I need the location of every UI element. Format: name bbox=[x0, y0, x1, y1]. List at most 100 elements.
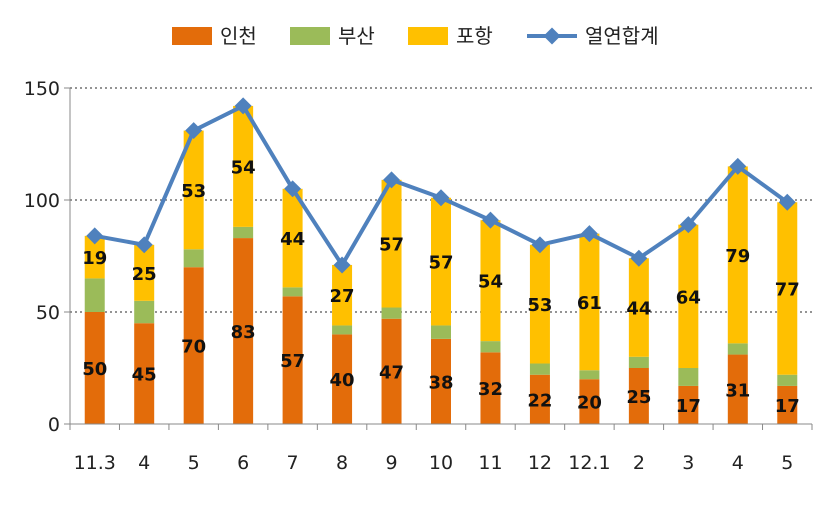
data-label: 57 bbox=[379, 235, 404, 256]
bar-segment bbox=[529, 363, 550, 375]
bar-segment bbox=[233, 105, 254, 227]
bar-segment bbox=[480, 352, 501, 424]
total-line bbox=[86, 97, 796, 274]
line-point-marker bbox=[86, 227, 104, 245]
legend-label: 포항 bbox=[456, 24, 493, 48]
data-label: 70 bbox=[181, 337, 206, 358]
data-label: 25 bbox=[626, 387, 651, 408]
bar-segment bbox=[381, 307, 402, 319]
bar-segment bbox=[480, 220, 501, 342]
x-tick-label: 4 bbox=[732, 452, 744, 474]
data-label: 83 bbox=[231, 322, 256, 343]
bar-segment bbox=[134, 244, 155, 301]
data-labels: 50 19 45 25 70 53 83 54 57 44 40 27 47 57 38 57 32 54 22 53… bbox=[82, 157, 800, 417]
data-label: 44 bbox=[626, 299, 651, 320]
x-tick-label: 10 bbox=[429, 452, 453, 474]
bar-segment bbox=[381, 179, 402, 308]
data-label: 25 bbox=[132, 264, 157, 285]
x-tick-label: 2 bbox=[633, 452, 645, 474]
line-point-marker bbox=[630, 249, 648, 267]
line-point-marker bbox=[481, 211, 499, 229]
data-label: 17 bbox=[676, 396, 701, 417]
line-point-marker bbox=[580, 225, 598, 243]
bar-segment bbox=[777, 202, 798, 375]
data-label: 22 bbox=[527, 390, 552, 411]
data-label: 45 bbox=[132, 365, 157, 386]
data-label: 47 bbox=[379, 362, 404, 383]
bar-segment bbox=[183, 267, 204, 424]
legend-label: 열연합계 bbox=[585, 24, 659, 48]
data-label: 79 bbox=[725, 246, 750, 267]
bar-segment bbox=[727, 166, 748, 344]
bar-segment bbox=[233, 226, 254, 239]
data-label: 40 bbox=[330, 370, 355, 391]
y-axis: 0 50 100 150 bbox=[24, 78, 71, 436]
data-label: 54 bbox=[478, 272, 503, 293]
data-label: 53 bbox=[527, 295, 552, 316]
bar-segment bbox=[777, 374, 798, 386]
line-point-marker bbox=[729, 157, 747, 175]
x-tick-label: 5 bbox=[781, 452, 793, 474]
line-point-marker bbox=[778, 193, 796, 211]
x-tick-label: 3 bbox=[682, 452, 694, 474]
bar-segment bbox=[628, 258, 649, 357]
bar-segment bbox=[134, 300, 155, 324]
bar-segment bbox=[480, 341, 501, 353]
line-point-marker bbox=[432, 189, 450, 207]
x-tick-label: 9 bbox=[385, 452, 397, 474]
data-label: 20 bbox=[577, 393, 602, 414]
x-tick-label: 7 bbox=[287, 452, 299, 474]
bar-segment bbox=[183, 249, 204, 268]
line-point-marker bbox=[333, 256, 351, 274]
bar-segment bbox=[529, 244, 550, 364]
bar-segment bbox=[727, 354, 748, 424]
x-tick-label: 11.3 bbox=[74, 452, 116, 474]
bar-segment bbox=[529, 374, 550, 424]
bar-segment bbox=[431, 197, 451, 326]
data-label: 17 bbox=[775, 396, 800, 417]
data-label: 27 bbox=[330, 286, 355, 307]
bar-segment bbox=[282, 188, 303, 288]
legend-swatch bbox=[408, 27, 448, 45]
legend-diamond-marker bbox=[543, 27, 561, 45]
bar-segment bbox=[134, 323, 155, 424]
bar-segment bbox=[183, 130, 204, 250]
x-axis: 11.3 4 5 6 7 8 9 10 11 12 12.1 2 3 4 5 bbox=[69, 423, 813, 474]
line-point-marker bbox=[679, 216, 697, 234]
bar-segment bbox=[727, 343, 748, 355]
x-tick-label: 11 bbox=[478, 452, 502, 474]
x-tick-label: 12 bbox=[528, 452, 552, 474]
data-label: 57 bbox=[280, 351, 305, 372]
line-point-marker bbox=[135, 236, 153, 254]
bar-segment bbox=[332, 334, 353, 424]
bar-segment bbox=[431, 338, 451, 424]
data-label: 77 bbox=[775, 279, 800, 300]
legend-swatch bbox=[172, 27, 212, 45]
bar-segment bbox=[678, 224, 699, 368]
data-label: 50 bbox=[82, 359, 107, 380]
legend-label: 인천 bbox=[220, 24, 257, 48]
bar-segment bbox=[678, 385, 699, 424]
bar-segment bbox=[332, 264, 353, 326]
line-point-marker bbox=[284, 180, 302, 198]
bar-segment bbox=[777, 385, 798, 424]
data-label: 38 bbox=[428, 372, 453, 393]
line-point-marker bbox=[383, 171, 401, 189]
y-tick-label: 150 bbox=[24, 78, 60, 100]
line-point-marker bbox=[185, 122, 203, 140]
legend: 인천 부산 포항 열연합계 bbox=[172, 24, 659, 48]
line-point-marker bbox=[234, 97, 252, 115]
x-tick-label: 5 bbox=[188, 452, 200, 474]
bar-segment bbox=[579, 233, 600, 371]
line-point-marker bbox=[531, 236, 549, 254]
bar-segment bbox=[332, 325, 353, 335]
y-tick-label: 50 bbox=[36, 302, 60, 324]
bar-segment bbox=[84, 235, 105, 279]
bar-segment bbox=[579, 370, 600, 380]
data-label: 53 bbox=[181, 181, 206, 202]
data-label: 54 bbox=[231, 157, 256, 178]
bar-segment bbox=[678, 368, 699, 386]
x-tick-label: 8 bbox=[336, 452, 348, 474]
legend-label: 부산 bbox=[338, 24, 375, 48]
